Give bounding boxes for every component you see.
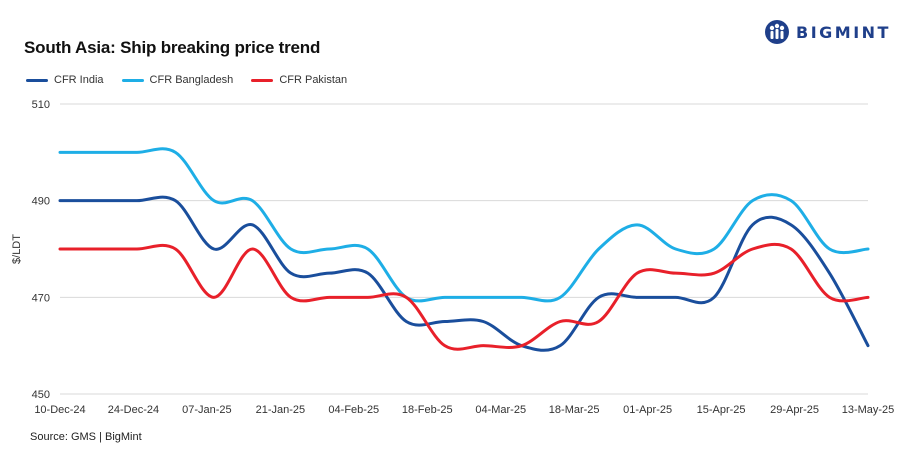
legend-swatch	[251, 78, 274, 82]
legend-swatch	[121, 78, 144, 82]
x-tick-label: 21-Jan-25	[256, 404, 306, 416]
y-tick-label: 450	[32, 389, 50, 401]
chart-title: South Asia: Ship breaking price trend	[24, 38, 321, 57]
chart-legend: CFR India CFR Bangladesh CFR Pakistan	[26, 74, 347, 86]
x-tick-label: 18-Mar-25	[549, 404, 600, 416]
brand-logo: BIGMINT	[764, 18, 891, 46]
series-line-2	[58, 242, 870, 351]
x-tick-label: 10-Dec-24	[34, 404, 85, 416]
x-tick-label: 24-Dec-24	[108, 404, 159, 416]
legend-label: CFR Bangladesh	[149, 74, 234, 86]
series-line-0	[58, 195, 870, 352]
brand-logo-icon	[765, 20, 789, 44]
x-tick-label: 29-Apr-25	[770, 404, 819, 416]
x-tick-label: 13-May-25	[842, 404, 895, 416]
y-tick-label: 510	[32, 99, 50, 111]
y-tick-label: 490	[32, 196, 50, 208]
x-tick-label: 04-Mar-25	[475, 404, 526, 416]
legend-item: CFR India	[26, 74, 104, 86]
y-axis-label: $/LDT	[11, 234, 23, 264]
legend-label: CFR India	[54, 74, 104, 86]
y-tick-label: 470	[32, 292, 50, 304]
x-tick-label: 18-Feb-25	[402, 404, 453, 416]
legend-item: CFR Pakistan	[251, 74, 347, 86]
legend-label: CFR Pakistan	[279, 74, 348, 86]
x-tick-label: 07-Jan-25	[182, 404, 232, 416]
source-note: Source: GMS | BigMint	[30, 431, 142, 443]
legend-item: CFR Bangladesh	[121, 74, 234, 86]
x-tick-label: 04-Feb-25	[328, 404, 379, 416]
legend-swatch	[26, 78, 48, 82]
x-tick-label: 01-Apr-25	[623, 404, 672, 416]
series-line-1	[58, 147, 870, 303]
x-tick-label: 15-Apr-25	[697, 404, 746, 416]
brand-name: BIGMINT	[796, 22, 891, 42]
